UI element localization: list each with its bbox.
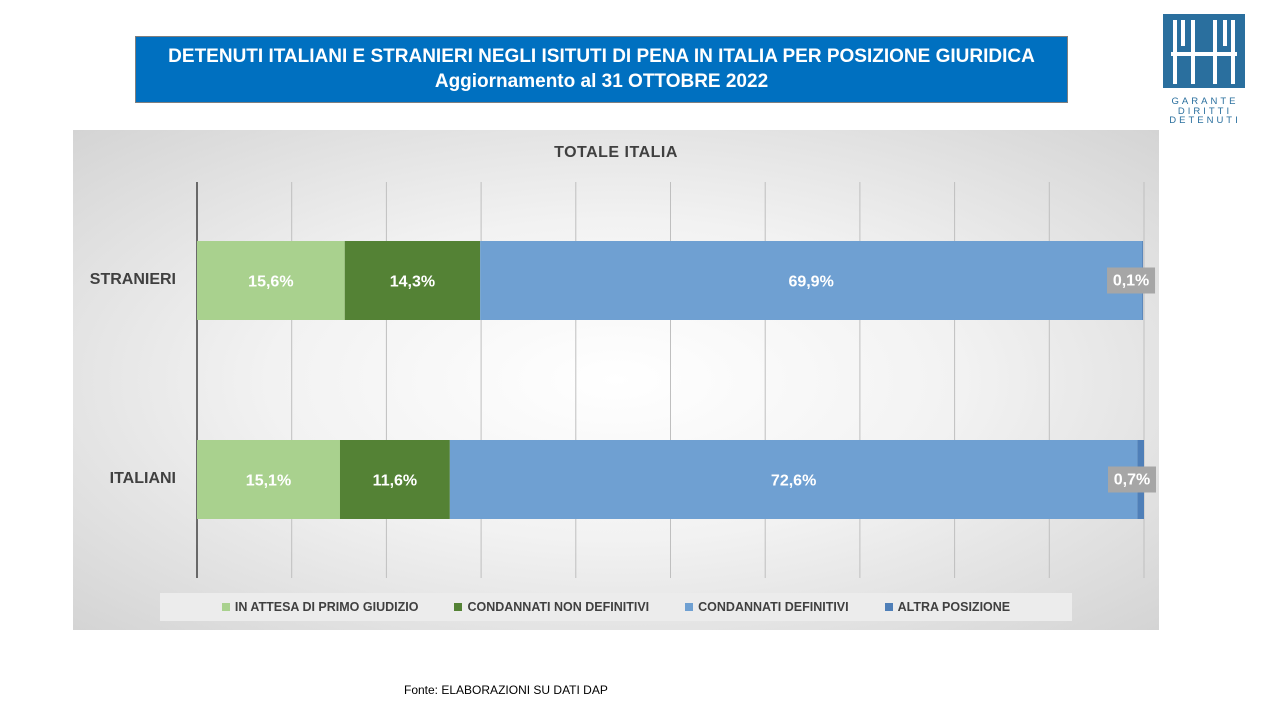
logo-line: DETENUTI bbox=[1169, 115, 1241, 126]
garante-logo bbox=[1163, 14, 1245, 88]
data-label: 0,1% bbox=[1113, 273, 1149, 290]
bar-segment bbox=[449, 440, 1138, 519]
data-label: 69,9% bbox=[788, 274, 833, 291]
legend-item: CONDANNATI NON DEFINITIVI bbox=[454, 600, 649, 614]
header-title-box: DETENUTI ITALIANI E STRANIERI NEGLI ISIT… bbox=[135, 36, 1068, 103]
source-note: Fonte: ELABORAZIONI SU DATI DAP bbox=[404, 683, 608, 697]
source-text: ELABORAZIONI SU DATI DAP bbox=[441, 683, 608, 697]
legend-item: ALTRA POSIZIONE bbox=[884, 600, 1011, 614]
category-label-stranieri: STRANIERI bbox=[89, 271, 176, 288]
legend-swatch bbox=[221, 603, 230, 611]
chart-title: TOTALE ITALIA bbox=[554, 144, 678, 161]
bar-segment bbox=[197, 440, 340, 519]
bar-segment bbox=[339, 440, 450, 519]
legend-label: ALTRA POSIZIONE bbox=[897, 600, 1011, 614]
bar-segment bbox=[197, 241, 345, 320]
data-label: 11,6% bbox=[373, 473, 417, 490]
legend-label: CONDANNATI DEFINITIVI bbox=[698, 600, 849, 614]
page-title: DETENUTI ITALIANI E STRANIERI NEGLI ISIT… bbox=[168, 46, 1035, 67]
data-label: 0,7% bbox=[1114, 472, 1150, 489]
data-label-box bbox=[1108, 466, 1156, 493]
legend-swatch bbox=[685, 603, 694, 611]
logo-line: DIRITTI bbox=[1177, 105, 1233, 117]
legend-label: IN ATTESA DI PRIMO GIUDIZIO bbox=[234, 600, 419, 614]
legend-item: CONDANNATI DEFINITIVI bbox=[685, 600, 849, 614]
data-label: 14,3% bbox=[390, 274, 435, 291]
page-subtitle: Aggiornamento al 31 OTTOBRE 2022 bbox=[434, 71, 769, 92]
legend-item: IN ATTESA DI PRIMO GIUDIZIO bbox=[221, 600, 419, 614]
logo-line: GARANTE bbox=[1171, 96, 1239, 107]
data-label: 15,6% bbox=[248, 274, 293, 291]
category-label-italiani: ITALIANI bbox=[109, 470, 176, 487]
logo-text: GARANTE DIRITTI DETENUTI bbox=[1163, 97, 1247, 126]
bar-segment bbox=[480, 241, 1143, 320]
data-label: 15,1% bbox=[246, 473, 291, 490]
data-label: 72,6% bbox=[771, 473, 816, 490]
chart-area: TOTALE ITALIA 15,6% 14,3% 69,9% 0,1% 15,1% 11… bbox=[73, 130, 1159, 630]
bar-segment bbox=[344, 241, 481, 320]
legend-swatch bbox=[884, 603, 893, 611]
chart-legend: IN ATTESA DI PRIMO GIUDIZIO CONDANNATI N… bbox=[160, 593, 1072, 621]
chart-plot: 15,6% 14,3% 69,9% 0,1% 15,1% 11,6% 72,6% 0,7% bbox=[196, 182, 1156, 578]
legend-label: CONDANNATI NON DEFINITIVI bbox=[467, 600, 650, 614]
data-label-box bbox=[1107, 267, 1156, 294]
legend-swatch bbox=[454, 603, 463, 611]
source-label: Fonte: bbox=[404, 683, 439, 697]
